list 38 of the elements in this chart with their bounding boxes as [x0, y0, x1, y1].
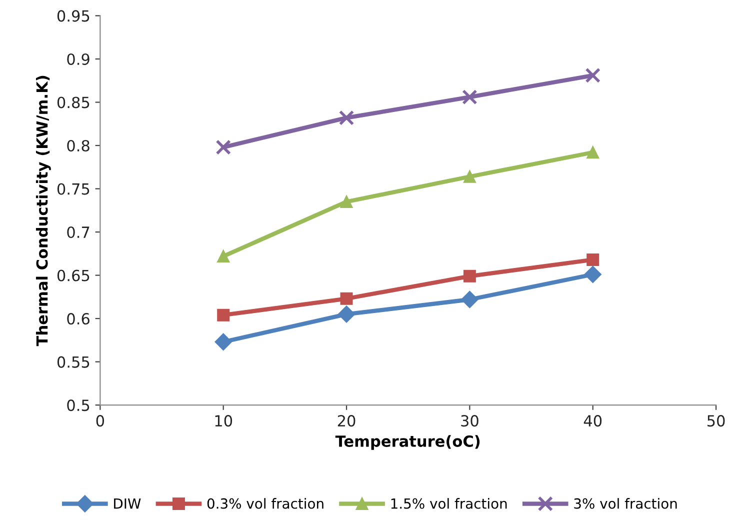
y-tick-label: 0.8 — [67, 140, 90, 152]
point — [586, 146, 600, 159]
y-tick-label: 0.5 — [67, 400, 90, 412]
point — [338, 306, 356, 323]
y-tick-label: 0.65 — [57, 270, 90, 282]
point — [463, 170, 476, 183]
y-tick-label: 0.75 — [57, 183, 90, 195]
y-axis-title: Thermal Conductivity (KW/m.K) — [36, 76, 51, 346]
point — [214, 333, 232, 350]
y-tick-label: 0.7 — [67, 226, 90, 238]
legend-label: 3% vol fraction — [574, 498, 677, 509]
point — [584, 266, 602, 283]
legend-label: DIW — [114, 498, 141, 509]
x-tick-label: 50 — [707, 415, 725, 427]
point — [463, 270, 476, 282]
point — [217, 250, 230, 262]
y-tick-label: 0.6 — [67, 313, 90, 325]
x-tick-label: 30 — [461, 415, 478, 427]
point — [462, 89, 478, 105]
y-tick-label: 0.85 — [57, 96, 90, 108]
y-tick-label: 0.9 — [67, 53, 90, 65]
x-tick-label: 40 — [584, 415, 602, 427]
legend-label: 0.3% vol fraction — [207, 498, 324, 509]
legend-label: 1.5% vol fraction — [391, 498, 507, 509]
point — [461, 290, 478, 308]
point — [340, 195, 353, 208]
x-tick-label: 10 — [215, 415, 232, 427]
x-tick-label: 20 — [338, 415, 356, 427]
x-axis-title: Temperature(oC) — [335, 435, 480, 450]
point — [586, 253, 600, 266]
point — [217, 308, 230, 322]
y-tick-label: 0.55 — [57, 356, 90, 368]
y-tick-label: 0.95 — [57, 10, 90, 22]
x-tick-label: 0 — [96, 415, 104, 427]
point — [216, 140, 231, 155]
point — [338, 110, 354, 126]
point — [340, 292, 353, 305]
point — [585, 68, 600, 84]
